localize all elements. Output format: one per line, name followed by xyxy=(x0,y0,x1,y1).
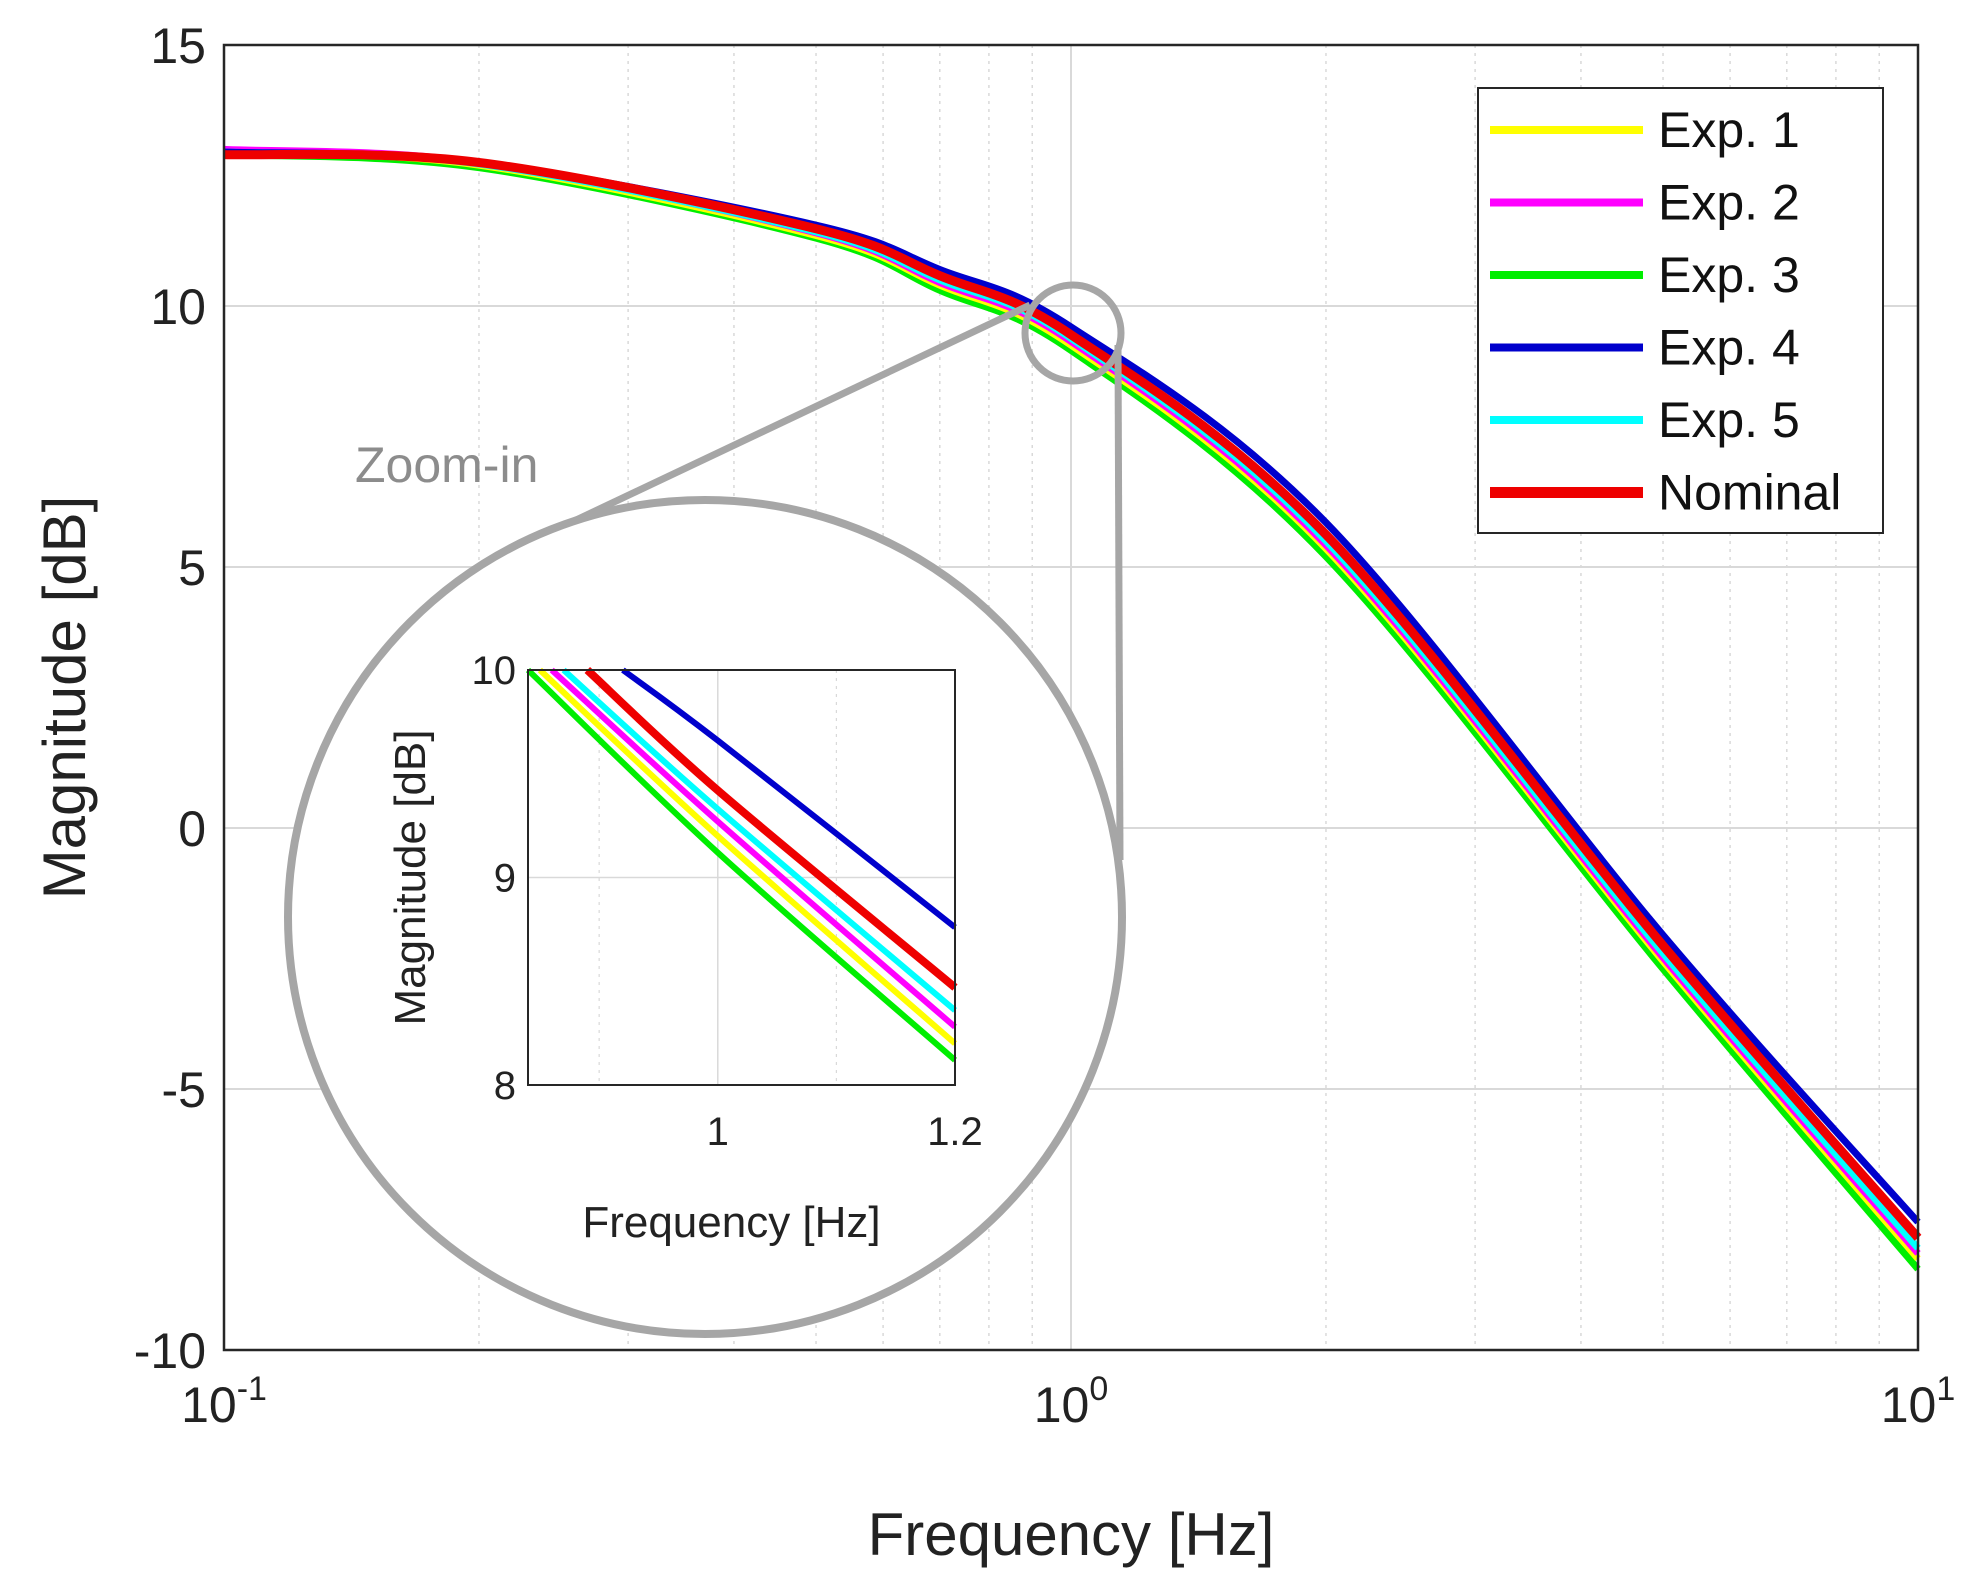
legend-box xyxy=(1477,87,1884,534)
inset-y-axis-label: Magnitude [dB] xyxy=(386,730,435,1026)
x-tick-label: 101 xyxy=(1881,1370,1956,1433)
legend-label: Nominal xyxy=(1658,465,1841,521)
inset-series-line-exp-3 xyxy=(525,667,957,1063)
legend-label: Exp. 1 xyxy=(1658,102,1800,158)
main-y-axis-label: Magnitude [dB] xyxy=(31,496,98,900)
y-tick-label: 5 xyxy=(178,540,206,596)
inset-series-line-exp-5 xyxy=(561,667,957,1013)
main-x-axis-label: Frequency [Hz] xyxy=(868,1501,1275,1568)
legend-label: Exp. 3 xyxy=(1658,247,1800,303)
main-series xyxy=(223,145,1922,1272)
y-tick-label: 10 xyxy=(150,279,206,335)
legend-label: Exp. 2 xyxy=(1658,175,1800,231)
inset-axes-frame xyxy=(527,669,956,1086)
inset-x-tick-label: 1.2 xyxy=(927,1110,983,1154)
legend: Exp. 1 Exp. 2 Exp. 3 Exp. 4 Exp. 5 Nominal xyxy=(1477,87,1884,534)
y-tick-label: 15 xyxy=(150,18,206,74)
zoom-connector-line-left xyxy=(553,301,1032,534)
legend-label: Exp. 4 xyxy=(1658,320,1800,376)
zoom-source-circle xyxy=(1021,281,1125,385)
inset-y-tick-label: 10 xyxy=(472,649,517,693)
y-tick-label: -10 xyxy=(134,1323,206,1379)
x-tick-label: 10-1 xyxy=(181,1370,267,1433)
inset-y-tick-labels: 10 9 8 xyxy=(472,649,517,1108)
inset-series-line-exp-2 xyxy=(549,667,957,1030)
main-x-tick-labels: 10-1 100 101 xyxy=(181,1370,1955,1433)
legend-items: Exp. 1 Exp. 2 Exp. 3 Exp. 4 Exp. 5 Nominal xyxy=(1490,102,1841,521)
inset-y-tick-label: 8 xyxy=(494,1064,516,1108)
inset-x-tick-label: 1 xyxy=(707,1110,729,1154)
inset-series-line-nominal xyxy=(584,667,958,991)
main-axes-frame xyxy=(222,43,1920,1352)
inset-y-tick-label: 9 xyxy=(494,857,516,901)
inset-x-axis-label: Frequency [Hz] xyxy=(582,1198,880,1247)
inset-x-tick-labels: 1 1.2 xyxy=(707,1110,983,1154)
main-y-tick-labels: 15 10 5 0 -5 -10 xyxy=(134,18,206,1379)
y-tick-label: 0 xyxy=(178,801,206,857)
y-tick-label: -5 xyxy=(162,1062,206,1118)
legend-label: Exp. 5 xyxy=(1658,392,1800,448)
inset-series xyxy=(525,667,958,1063)
x-tick-label: 100 xyxy=(1034,1370,1109,1433)
inset-series-line-exp-1 xyxy=(537,667,957,1046)
series-line-nominal xyxy=(223,149,1922,1241)
zoom-connector-line-right xyxy=(1114,344,1124,861)
inset-series-line-exp-4 xyxy=(621,667,957,930)
zoom-in-label: Zoom-in xyxy=(355,437,538,493)
